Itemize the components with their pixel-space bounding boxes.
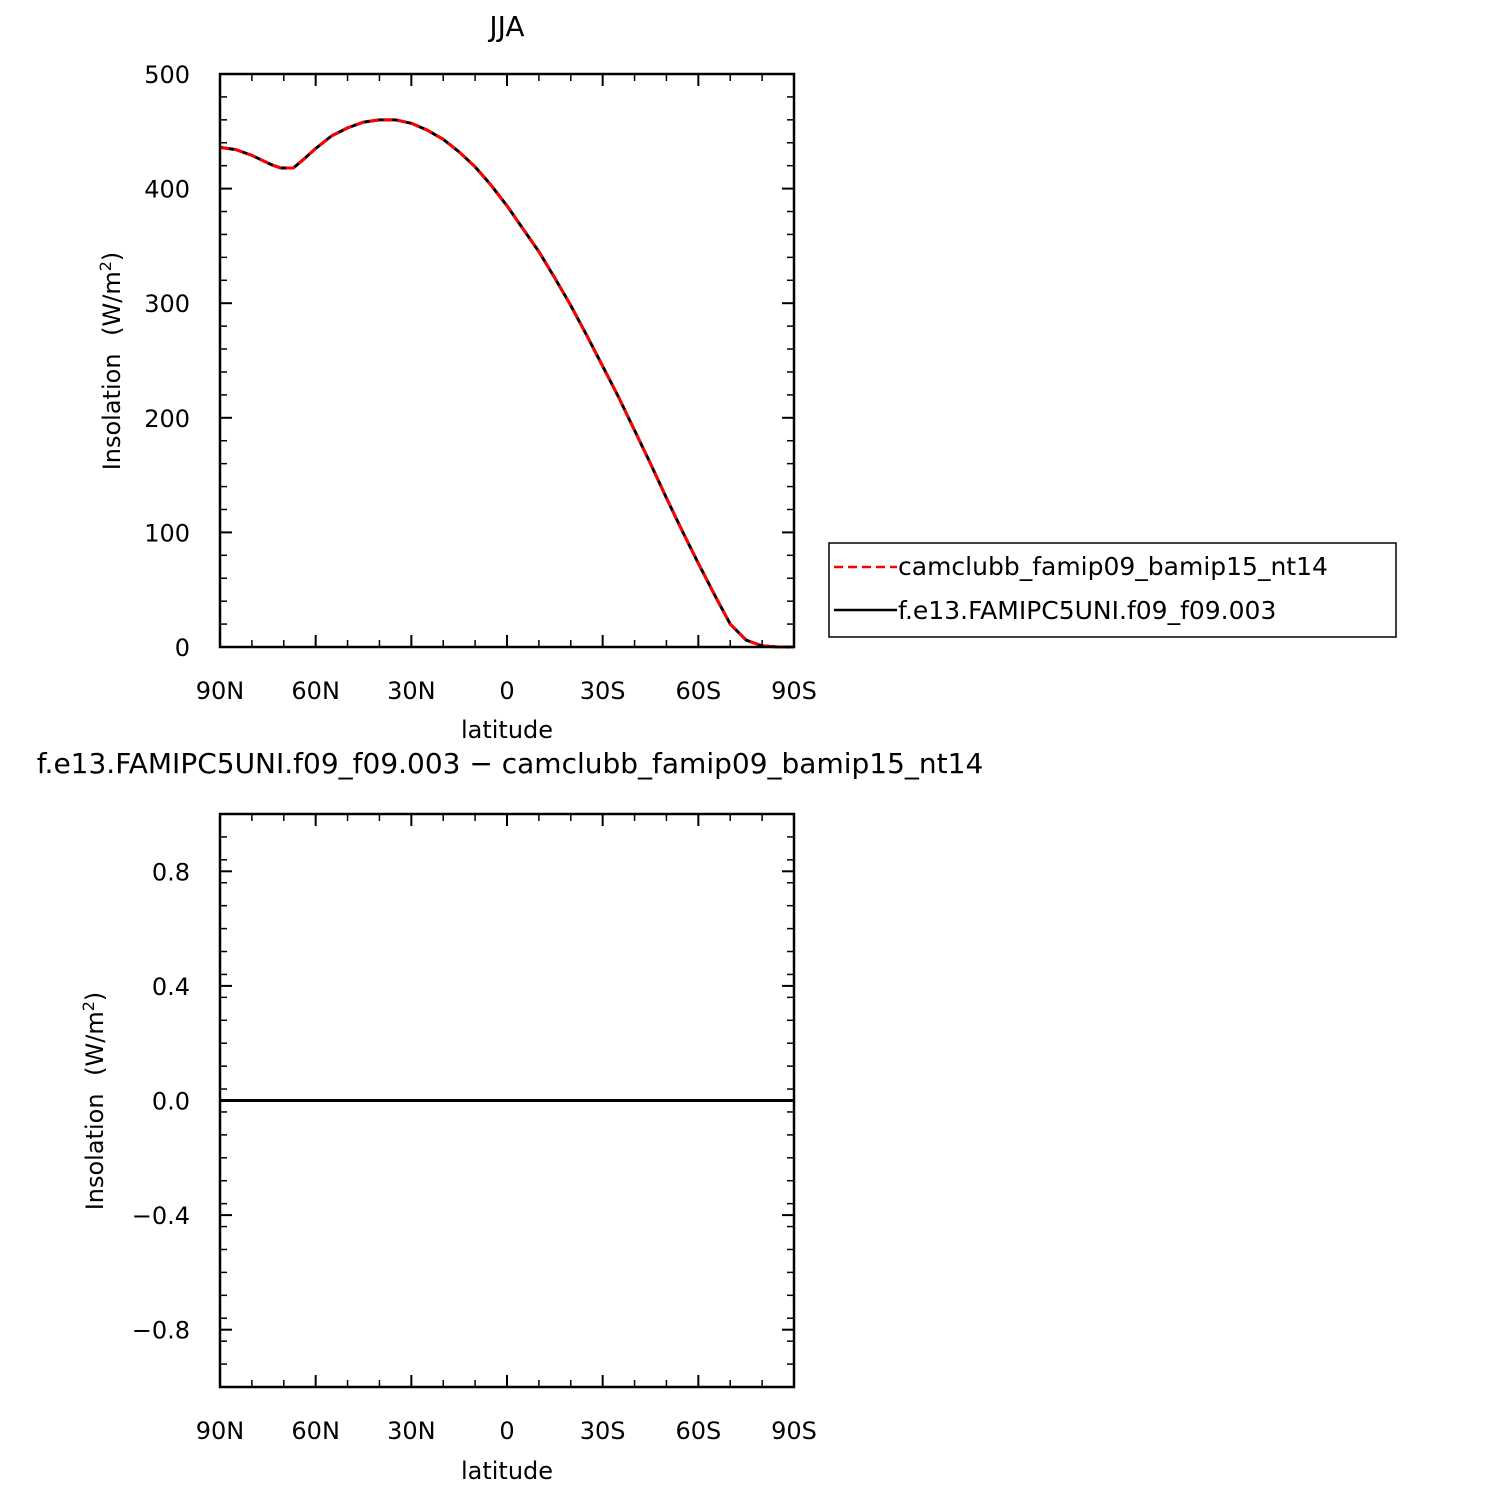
top-y-tick-label: 0 [175, 634, 190, 662]
bottom-ylabel-close: ) [81, 992, 109, 1001]
top-x-tick-label: 60N [291, 677, 340, 705]
bottom-panel: f.e13.FAMIPC5UNI.f09_f09.003 − camclubb_… [37, 747, 984, 1485]
bottom-x-tick-label: 0 [499, 1417, 514, 1445]
top-panel: JJA 90N 60N 30N 0 30S 60S 90S0100200300400500 … [96, 10, 817, 744]
top-ylabel: Insolation (W/m2) [96, 252, 126, 471]
top-xlabel: latitude [461, 716, 553, 744]
top-ylabel-close: ) [98, 252, 126, 261]
top-y-tick-label: 100 [144, 519, 190, 547]
bottom-y-tick-label: 0.0 [152, 1088, 190, 1116]
bottom-title: f.e13.FAMIPC5UNI.f09_f09.003 − camclubb_… [37, 747, 984, 780]
legend-frame [828, 542, 1397, 638]
legend-label-series-0: camclubb_famip09_bamip15_nt14 [898, 552, 1328, 581]
legend: camclubb_famip09_bamip15_nt14 f.e13.FAMI… [828, 542, 1397, 638]
top-y-tick-label: 400 [144, 176, 190, 204]
top-ylabel-name: Insolation [98, 353, 126, 470]
bottom-ylabel-units: (W/m [81, 1011, 109, 1076]
bottom-x-tick-label: 60S [675, 1417, 721, 1445]
top-y-tick-label: 500 [144, 61, 190, 89]
bottom-xlabel: latitude [461, 1457, 553, 1485]
top-x-tick-label: 60S [675, 677, 721, 705]
top-title: JJA [487, 10, 524, 43]
top-x-tick-label: 90N [196, 677, 245, 705]
bottom-y-tick-label: −0.4 [132, 1202, 190, 1230]
legend-label-series-1: f.e13.FAMIPC5UNI.f09_f09.003 [898, 596, 1276, 625]
bottom-x-tick-label: 30S [580, 1417, 626, 1445]
top-y-tick-label: 300 [144, 290, 190, 318]
bottom-ylabel: Insolation (W/m2) [79, 992, 109, 1211]
top-x-tick-label: 30N [387, 677, 436, 705]
top-x-tick-label: 0 [499, 677, 514, 705]
top-ylabel-sup: 2 [96, 261, 115, 271]
bottom-x-tick-label: 90N [196, 1417, 245, 1445]
bottom-y-tick-label: 0.8 [152, 858, 190, 886]
bottom-x-tick-label: 60N [291, 1417, 340, 1445]
top-series-group [219, 118, 794, 649]
bottom-x-tick-label: 30N [387, 1417, 436, 1445]
top-x-tick-label: 30S [580, 677, 626, 705]
top-series-line-0 [219, 118, 794, 649]
top-ticks-group: 90N 60N 30N 0 30S 60S 90S 0 100 200 300 400 500 [144, 61, 817, 705]
top-x-tick-label: 90S [771, 677, 817, 705]
bottom-x-tick-label: 90S [771, 1417, 817, 1445]
bottom-ylabel-name: Insolation [81, 1093, 109, 1210]
top-ylabel-units: (W/m [98, 271, 126, 336]
top-plot-frame [218, 72, 796, 649]
top-y-tick-label: 200 [144, 405, 190, 433]
bottom-ticks-group: 90N 60N 30N 0 30S 60S 90S −0.8 −0.4 0.0 0.4 0.8 [132, 813, 817, 1445]
bottom-ylabel-sup: 2 [79, 1001, 98, 1011]
bottom-y-tick-label: −0.8 [132, 1317, 190, 1345]
top-series-line-1 [219, 118, 794, 649]
bottom-y-tick-label: 0.4 [152, 973, 190, 1001]
